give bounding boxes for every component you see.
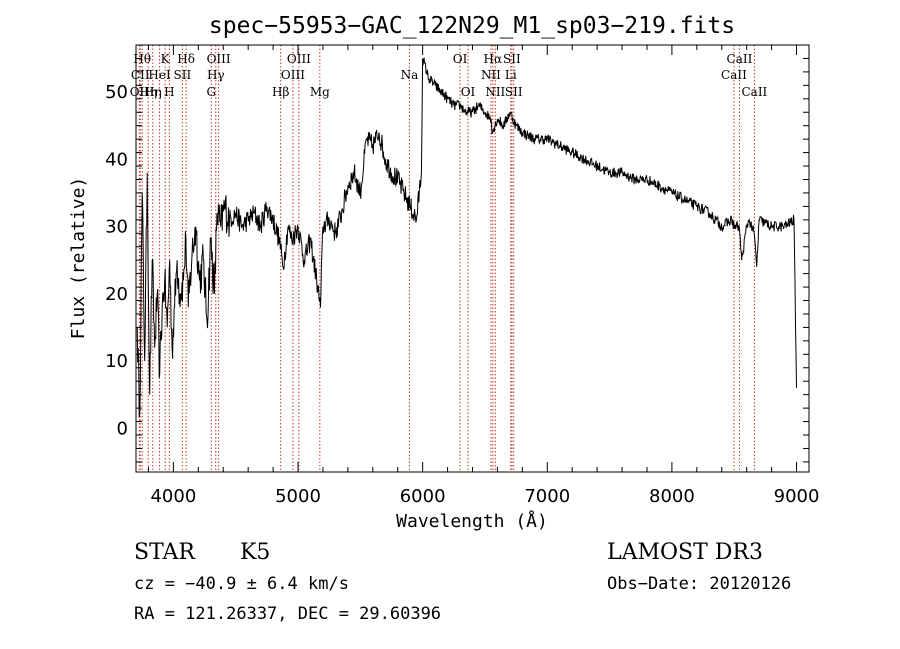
y-tick-label: 40 (105, 149, 128, 170)
line-label: OI (453, 52, 468, 66)
line-label: CII (131, 68, 150, 82)
line-label: SII (503, 52, 521, 66)
line-label: OI (461, 85, 476, 99)
line-label: OIII (207, 52, 231, 66)
line-label: K (161, 52, 171, 66)
line-label: Hβ (272, 85, 289, 99)
y-tick-label: 0 (117, 418, 128, 439)
x-axis-label: Wavelength (Å) (396, 510, 548, 532)
line-label: SII (505, 85, 523, 99)
y-tick-label: 30 (105, 217, 128, 238)
chart-title: spec−55953−GAC_122N29_M1_sp03−219.fits (209, 13, 735, 39)
object-subclass: K5 (240, 540, 270, 565)
x-tick-label: 7000 (524, 486, 570, 507)
line-label: Hα (484, 52, 503, 66)
x-tick-label: 8000 (649, 486, 695, 507)
line-label: H (164, 85, 174, 99)
line-label: NII (481, 68, 501, 82)
line-markers (138, 45, 755, 472)
y-tick-label: 20 (105, 284, 128, 305)
x-tick-label: 5000 (275, 486, 321, 507)
line-label: CaII (727, 52, 753, 66)
line-label: Li (505, 68, 517, 82)
line-label: HeI (148, 68, 171, 82)
line-label: SII (174, 68, 192, 82)
x-tick-label: 9000 (774, 486, 820, 507)
y-tick-label: 10 (105, 351, 128, 372)
spectrum-series (136, 56, 797, 418)
y-axis-ticks: 0 10 20 30 40 50 (105, 57, 809, 463)
redshift-info: cz = −40.9 ± 6.4 km/s (134, 574, 349, 594)
line-label: Mg (310, 85, 330, 99)
line-label: NII (485, 85, 505, 99)
line-label: CaII (741, 85, 767, 99)
line-label: OIII (281, 68, 305, 82)
line-label: OIII (287, 52, 311, 66)
line-label: Na (401, 68, 419, 82)
line-labels: OIICIIHθHηHηHeIKHSIIHδGHγOIIIHβOIIIOIIIM… (130, 52, 768, 99)
spectrum-line (136, 56, 797, 418)
x-tick-label: 6000 (400, 486, 446, 507)
y-tick-label: 50 (105, 82, 128, 103)
x-tick-label: 4000 (150, 486, 196, 507)
line-label: Hη (144, 85, 162, 99)
line-label: CaII (721, 68, 747, 82)
coordinates: RA = 121.26337, DEC = 29.60396 (134, 604, 441, 624)
observation-date: Obs−Date: 20120126 (607, 574, 791, 594)
x-axis-ticks: 4000 5000 6000 7000 8000 9000 (147, 45, 820, 507)
line-label: Hδ (177, 52, 195, 66)
line-label: Hη (139, 85, 157, 99)
line-label: Hθ (133, 52, 151, 66)
line-label: OII (130, 85, 150, 99)
survey-name: LAMOST DR3 (607, 540, 763, 565)
line-label: G (206, 85, 216, 99)
y-axis-label: Flux (relative) (68, 177, 89, 340)
line-label: Hγ (207, 68, 225, 82)
object-class: STAR (134, 540, 196, 565)
